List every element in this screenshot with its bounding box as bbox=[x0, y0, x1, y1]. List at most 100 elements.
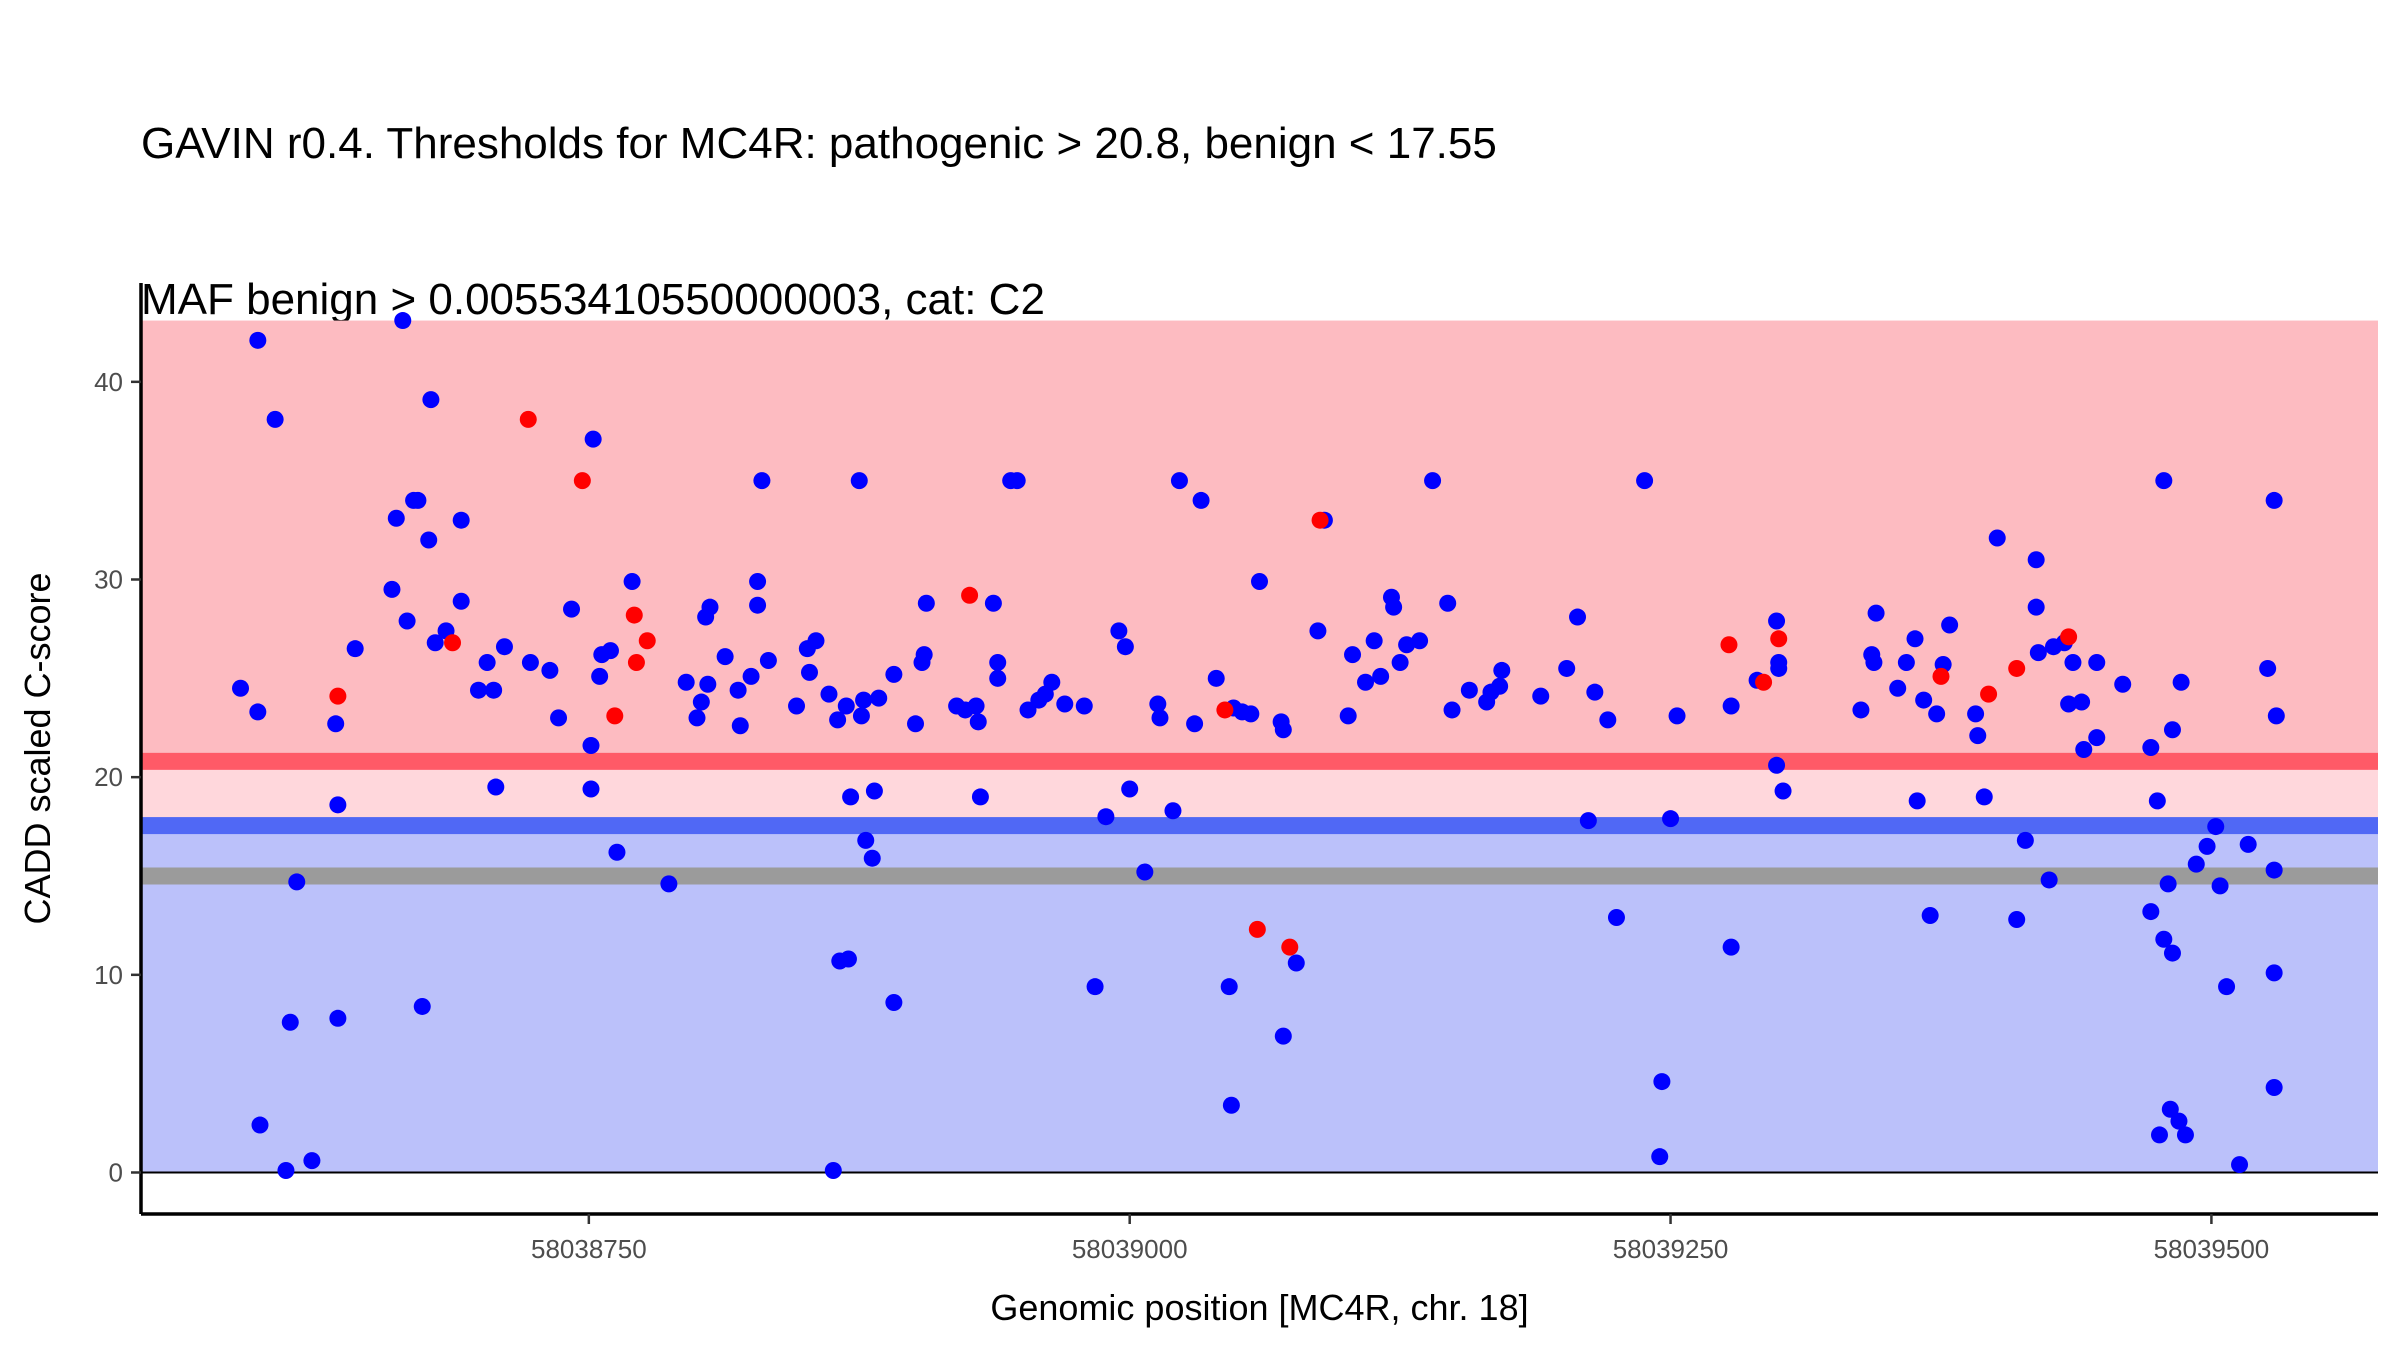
data-point bbox=[1116, 638, 1134, 656]
data-point bbox=[1722, 938, 1740, 956]
data-point bbox=[422, 391, 440, 409]
x-axis-ticks: 58038750 58039000 58039250 58039500 bbox=[531, 1214, 2269, 1264]
data-point bbox=[742, 667, 760, 685]
data-point bbox=[420, 531, 438, 549]
data-point bbox=[716, 648, 734, 666]
data-point bbox=[1075, 697, 1093, 715]
data-point bbox=[1941, 616, 1959, 634]
data-point bbox=[984, 594, 1002, 612]
data-points bbox=[232, 312, 2285, 1180]
data-point bbox=[266, 410, 284, 428]
data-point bbox=[627, 654, 645, 672]
data-point bbox=[807, 632, 825, 650]
data-point bbox=[2073, 693, 2091, 711]
data-point bbox=[1086, 978, 1104, 996]
data-point bbox=[2155, 472, 2173, 490]
data-point bbox=[2207, 818, 2225, 836]
data-point bbox=[2040, 871, 2058, 889]
data-point bbox=[2155, 930, 2173, 948]
data-point bbox=[1216, 701, 1234, 719]
data-point bbox=[329, 1009, 347, 1027]
data-point bbox=[1774, 782, 1792, 800]
data-point bbox=[2060, 695, 2078, 713]
data-point bbox=[485, 681, 503, 699]
data-point bbox=[1932, 667, 1950, 685]
data-point bbox=[907, 715, 925, 733]
x-tick-label: 58039500 bbox=[2154, 1234, 2270, 1264]
data-point bbox=[1722, 697, 1740, 715]
data-point bbox=[1607, 909, 1625, 927]
data-point bbox=[729, 681, 747, 699]
data-point bbox=[1372, 667, 1390, 685]
data-point bbox=[1222, 1096, 1240, 1114]
data-point bbox=[1852, 701, 1870, 719]
data-point bbox=[2148, 792, 2166, 810]
data-point bbox=[1398, 636, 1416, 654]
data-point bbox=[606, 707, 624, 725]
data-point bbox=[2265, 861, 2283, 879]
data-point bbox=[917, 594, 935, 612]
data-point bbox=[623, 572, 641, 590]
data-point bbox=[478, 654, 496, 672]
data-point bbox=[1668, 707, 1686, 725]
data-point bbox=[857, 831, 875, 849]
clinvar-pathogenic-variants-series bbox=[329, 410, 2078, 956]
data-point bbox=[1867, 604, 1885, 622]
data-point bbox=[1043, 673, 1061, 691]
data-point bbox=[1274, 1027, 1292, 1045]
data-point bbox=[1662, 810, 1680, 828]
data-point bbox=[329, 687, 347, 705]
gnomad-matched-variants-series bbox=[232, 312, 2285, 1180]
data-point bbox=[1897, 654, 1915, 672]
y-tick-label: 40 bbox=[94, 367, 123, 397]
benign-threshold bbox=[141, 817, 2378, 835]
data-point bbox=[277, 1162, 295, 1180]
data-point bbox=[692, 693, 710, 711]
data-point bbox=[1149, 695, 1167, 713]
title-line-1: GAVIN r0.4. Thresholds for MC4R: pathoge… bbox=[141, 119, 1497, 168]
data-point bbox=[1493, 661, 1511, 679]
data-point bbox=[1915, 691, 1933, 709]
data-point bbox=[967, 697, 985, 715]
data-point bbox=[753, 472, 771, 490]
data-point bbox=[865, 782, 883, 800]
data-point bbox=[1411, 632, 1429, 650]
data-point bbox=[2265, 1078, 2283, 1096]
data-point bbox=[842, 788, 860, 806]
data-point bbox=[1121, 780, 1139, 798]
data-point bbox=[989, 669, 1007, 687]
axes: 0 10 20 30 40 58038750 58039000 58039250 580395… bbox=[94, 283, 2378, 1264]
fallback-threshold bbox=[141, 867, 2378, 885]
data-point bbox=[1768, 612, 1786, 630]
data-point bbox=[1424, 472, 1442, 490]
y-tick-label: 20 bbox=[94, 762, 123, 792]
data-point bbox=[1980, 685, 1998, 703]
data-point bbox=[1908, 792, 1926, 810]
data-point bbox=[521, 654, 539, 672]
data-point bbox=[288, 873, 306, 891]
data-point bbox=[601, 642, 619, 660]
data-point bbox=[1164, 802, 1182, 820]
data-point bbox=[1636, 472, 1654, 490]
data-point bbox=[2060, 628, 2078, 646]
y-axis-ticks: 0 10 20 30 40 bbox=[94, 367, 141, 1187]
data-point bbox=[2239, 835, 2257, 853]
x-tick-label: 58038750 bbox=[531, 1234, 647, 1264]
data-point bbox=[1274, 721, 1292, 739]
data-point bbox=[1008, 472, 1026, 490]
data-point bbox=[1988, 529, 2006, 547]
data-point bbox=[2027, 551, 2045, 569]
data-point bbox=[2027, 598, 2045, 616]
data-point bbox=[1967, 705, 1985, 723]
data-point bbox=[2163, 721, 2181, 739]
data-point bbox=[1569, 608, 1587, 626]
data-point bbox=[591, 667, 609, 685]
data-point bbox=[1770, 659, 1788, 677]
data-point bbox=[387, 509, 405, 527]
data-point bbox=[487, 778, 505, 796]
data-point bbox=[820, 685, 838, 703]
x-tick-label: 58039000 bbox=[1072, 1234, 1188, 1264]
data-point bbox=[688, 709, 706, 727]
data-point bbox=[2008, 910, 2026, 928]
threshold-regions bbox=[141, 320, 2378, 1173]
